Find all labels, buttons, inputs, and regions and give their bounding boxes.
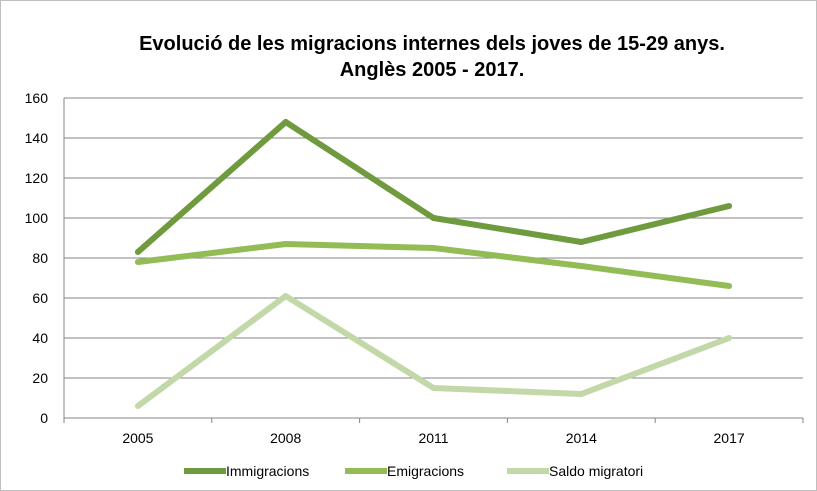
legend: Immigracions Emigracions Saldo migratori [184,463,643,479]
data-point [134,259,141,265]
y-tick-label: 100 [25,210,49,226]
y-tick-label: 20 [32,370,48,386]
data-point [134,403,141,409]
data-point [282,119,289,125]
legend-label: Emigracions [387,463,464,479]
y-tick-label: 140 [25,130,49,146]
series-line-0 [135,119,730,255]
series-layer [134,119,733,409]
data-point [134,249,141,255]
x-tick-label: 2017 [714,430,745,446]
y-tick-label: 0 [40,410,48,426]
data-point [578,239,585,245]
x-tick-label: 2008 [270,430,301,446]
data-point [726,335,733,341]
x-tick-label: 2014 [566,430,597,446]
y-tick-label: 160 [25,90,49,106]
grid-layer [64,97,803,379]
chart-title: Evolució de les migracions internes dels… [139,33,725,55]
y-tick-label: 120 [25,170,49,186]
legend-label: Immigracions [226,463,309,479]
data-point [726,283,733,289]
y-tick-label: 40 [32,330,48,346]
data-point [430,385,437,391]
data-point [430,245,437,251]
data-point [282,241,289,247]
y-tick-label: 60 [32,290,48,306]
chart-subtitle: Anglès 2005 - 2017. [340,59,525,81]
data-point [430,215,437,221]
data-point [578,263,585,269]
y-tick-label: 80 [32,250,48,266]
data-point [282,293,289,299]
axis-layer: 0 20 40 60 80 100 120 140 160 2005 2008 2011 2014 201… [25,90,804,446]
data-point [578,391,585,397]
x-tick-label: 2005 [122,430,153,446]
x-tick-label: 2011 [418,430,448,446]
legend-label: Saldo migratori [549,463,643,479]
data-point [726,203,733,209]
